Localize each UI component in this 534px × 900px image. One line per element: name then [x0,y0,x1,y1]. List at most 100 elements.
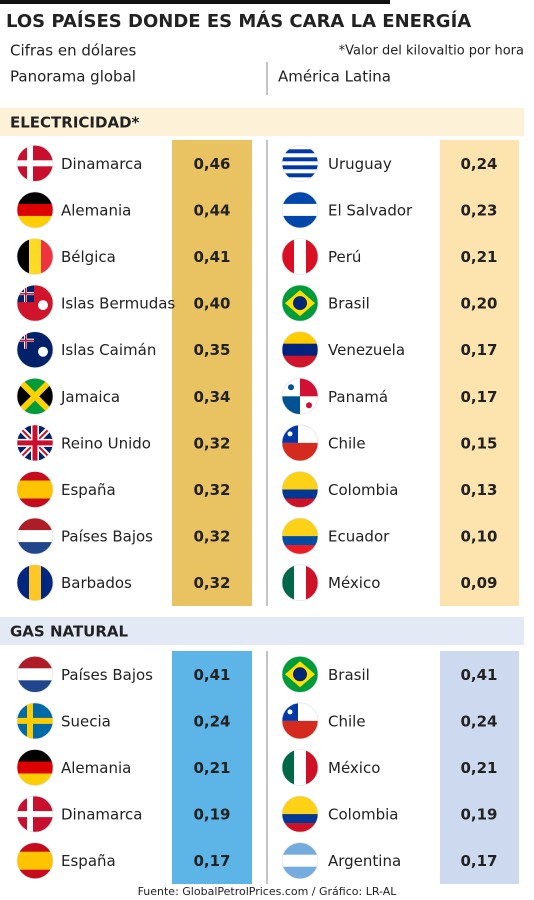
flag-outline [16,191,54,229]
flag-part [17,378,35,415]
flag-part [282,564,295,601]
flag-part [17,773,53,786]
flag-body [282,238,318,275]
flag-body [282,331,318,368]
flag-part [29,564,42,601]
flag-outline [281,702,319,740]
price-value: 0,41 [460,666,497,684]
flag-outline [281,191,319,229]
latam-label: América Latina [278,68,391,86]
country-name: Brasil [328,666,370,684]
flag-body [17,378,53,415]
price-value: 0,23 [460,201,497,219]
flag-part [287,709,293,715]
flag-outline [281,795,319,833]
country-name: Dinamarca [61,806,143,824]
subtitle: Cifras en dólares [10,42,136,60]
country-name: Alemania [61,759,131,777]
country-name: Uruguay [328,155,392,173]
flag-part [17,656,53,669]
flag-outline [281,424,319,462]
top-bar [0,0,390,4]
flag-part [17,860,53,870]
flag-body [282,796,318,833]
flag [16,191,54,229]
flag [281,702,319,740]
country-name: Colombia [328,806,399,824]
flag [281,564,319,602]
flag-part [17,530,53,543]
price-value: 0,24 [193,712,230,730]
flag-body [282,145,318,182]
flag-body [17,842,53,879]
price-value: 0,32 [193,434,230,452]
flag-part [288,384,294,391]
flag [281,238,319,275]
price-value: 0,17 [460,388,497,406]
flag-part [25,285,27,303]
flag-body [282,842,318,879]
flag-body [17,749,53,786]
flag-part [282,480,318,490]
price-value: 0,41 [193,666,230,684]
flag-outline [16,795,54,833]
flag-part [306,238,318,275]
flag-part [17,498,53,508]
flag-part [17,851,53,861]
country-name: Bélgica [61,248,116,266]
flag-outline [16,238,54,275]
flag-part [282,355,318,368]
flag-part [17,489,53,499]
country-name: Países Bajos [61,528,153,546]
flag-part [282,854,318,867]
country-name: Países Bajos [61,666,153,684]
flag [281,377,319,415]
flag-outline [16,145,54,182]
flag-body [17,564,53,601]
country-name: Reino Unido [61,434,151,452]
flag-part [17,215,53,228]
price-value: 0,19 [460,806,497,824]
country-name: Barbados [61,574,132,592]
flag-part [17,749,53,762]
flag-part [282,153,318,158]
price-value: 0,10 [460,528,497,546]
flag-part [17,680,53,693]
flag-part [282,177,318,182]
country-name: España [61,481,116,499]
flag [16,702,54,740]
flag [16,284,54,322]
country-name: México [328,759,380,777]
flag-outline [281,749,319,786]
flag-outline [281,842,319,880]
flag-part [17,518,53,531]
flag-outline [16,749,54,786]
flag [281,424,319,462]
section-title: ELECTRICIDAD* [10,114,140,132]
flag-part [282,161,318,166]
flag-part [17,761,53,774]
flag-part [282,749,295,786]
flag-body [17,424,53,461]
flag [281,145,319,182]
flag-body [282,378,318,415]
flag [16,749,54,786]
flag [16,238,54,275]
flag-part [282,191,318,205]
flag-part [282,498,318,508]
flag-part [282,169,318,174]
price-value: 0,21 [460,248,497,266]
country-name: Colombia [328,481,399,499]
country-name: Alemania [61,201,131,219]
section-band [0,617,524,645]
price-value: 0,24 [460,155,497,173]
source: Fuente: GlobalPetrolPrices.com / Gráfico… [138,885,398,898]
flag [16,471,54,508]
price-value: 0,17 [460,341,497,359]
country-name: México [328,574,380,592]
flag-body [17,471,53,508]
flag-part [282,866,318,879]
price-value: 0,40 [193,295,230,313]
flag-part [282,805,318,815]
flag-part [282,842,318,855]
